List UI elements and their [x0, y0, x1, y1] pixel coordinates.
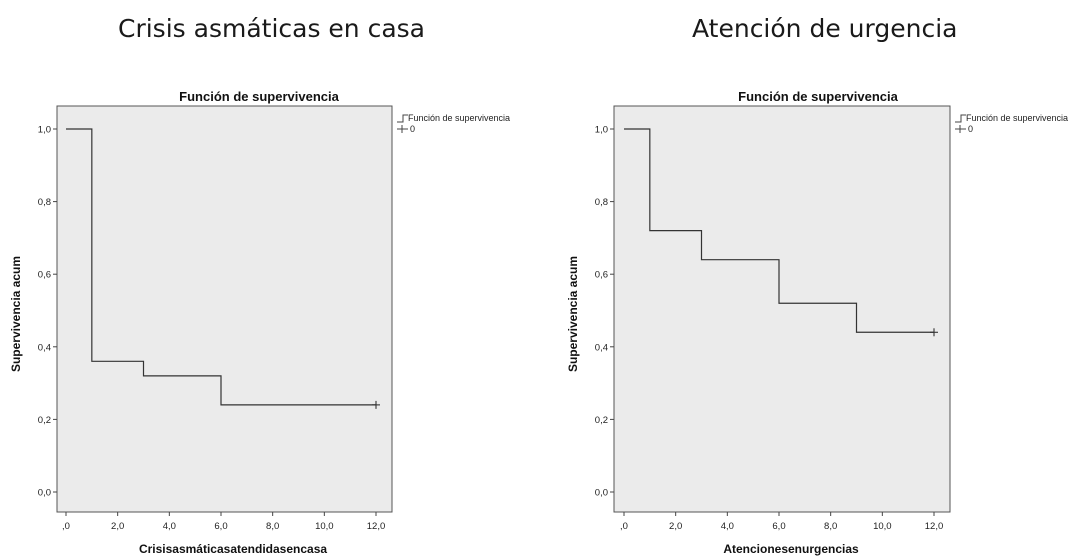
- x-tick-label: 8,0: [824, 521, 837, 532]
- y-tick-label: 1,0: [595, 125, 608, 136]
- y-tick-label: 0,2: [595, 415, 608, 426]
- x-tick-label: 6,0: [214, 521, 227, 532]
- plot-area: [613, 105, 951, 513]
- x-tick-label: 12,0: [367, 521, 386, 532]
- x-tick-label: ,0: [620, 521, 628, 532]
- legend-entry-survival: Función de supervivencia: [408, 113, 510, 123]
- censor-marker: [372, 400, 380, 409]
- x-axis-label: Atencionesenurgencias: [723, 542, 859, 556]
- chart-1: Función de supervivencia0,00,20,40,60,81…: [9, 89, 510, 556]
- x-tick-label: 4,0: [163, 521, 176, 532]
- censor-marker: [930, 328, 938, 337]
- x-tick-label: 10,0: [315, 521, 334, 532]
- y-axis-label: Supervivencia acum: [9, 256, 23, 372]
- y-tick-label: 0,6: [595, 270, 608, 281]
- x-tick-label: 6,0: [772, 521, 785, 532]
- y-axis-label: Supervivencia acum: [566, 256, 580, 372]
- legend-step-symbol: [397, 114, 408, 123]
- x-tick-label: 8,0: [266, 521, 279, 532]
- legend-entry-censored: 0: [410, 124, 415, 134]
- x-tick-label: 2,0: [111, 521, 124, 532]
- y-tick-label: 0,2: [38, 415, 51, 426]
- x-tick-label: 4,0: [721, 521, 734, 532]
- y-tick-label: 0,8: [595, 197, 608, 208]
- x-tick-label: 2,0: [669, 521, 682, 532]
- plot-area: [56, 105, 393, 513]
- x-tick-label: 12,0: [925, 521, 944, 532]
- y-tick-label: 0,6: [38, 270, 51, 281]
- survival-step-line: [66, 128, 376, 406]
- legend-step-symbol: [955, 114, 966, 123]
- legend-entry-survival: Función de supervivencia: [966, 113, 1068, 123]
- y-tick-label: 0,8: [38, 197, 51, 208]
- y-tick-label: 0,4: [38, 342, 51, 353]
- x-tick-label: 10,0: [873, 521, 892, 532]
- survival-step-line: [624, 128, 934, 333]
- chart-title: Función de supervivencia: [738, 89, 898, 104]
- y-tick-label: 0,0: [38, 488, 51, 499]
- left-panel-heading: Crisis asmáticas en casa: [118, 14, 426, 43]
- y-tick-label: 0,0: [595, 488, 608, 499]
- chart-title: Función de supervivencia: [179, 89, 339, 104]
- x-tick-label: ,0: [62, 521, 70, 532]
- y-tick-label: 1,0: [38, 125, 51, 136]
- right-panel-heading: Atención de urgencia: [692, 14, 958, 43]
- legend-entry-censored: 0: [968, 124, 973, 134]
- y-tick-label: 0,4: [595, 342, 608, 353]
- chart-2: Función de supervivencia0,00,20,40,60,81…: [566, 89, 1068, 556]
- x-axis-label: Crisisasmáticasatendidasencasa: [139, 542, 327, 556]
